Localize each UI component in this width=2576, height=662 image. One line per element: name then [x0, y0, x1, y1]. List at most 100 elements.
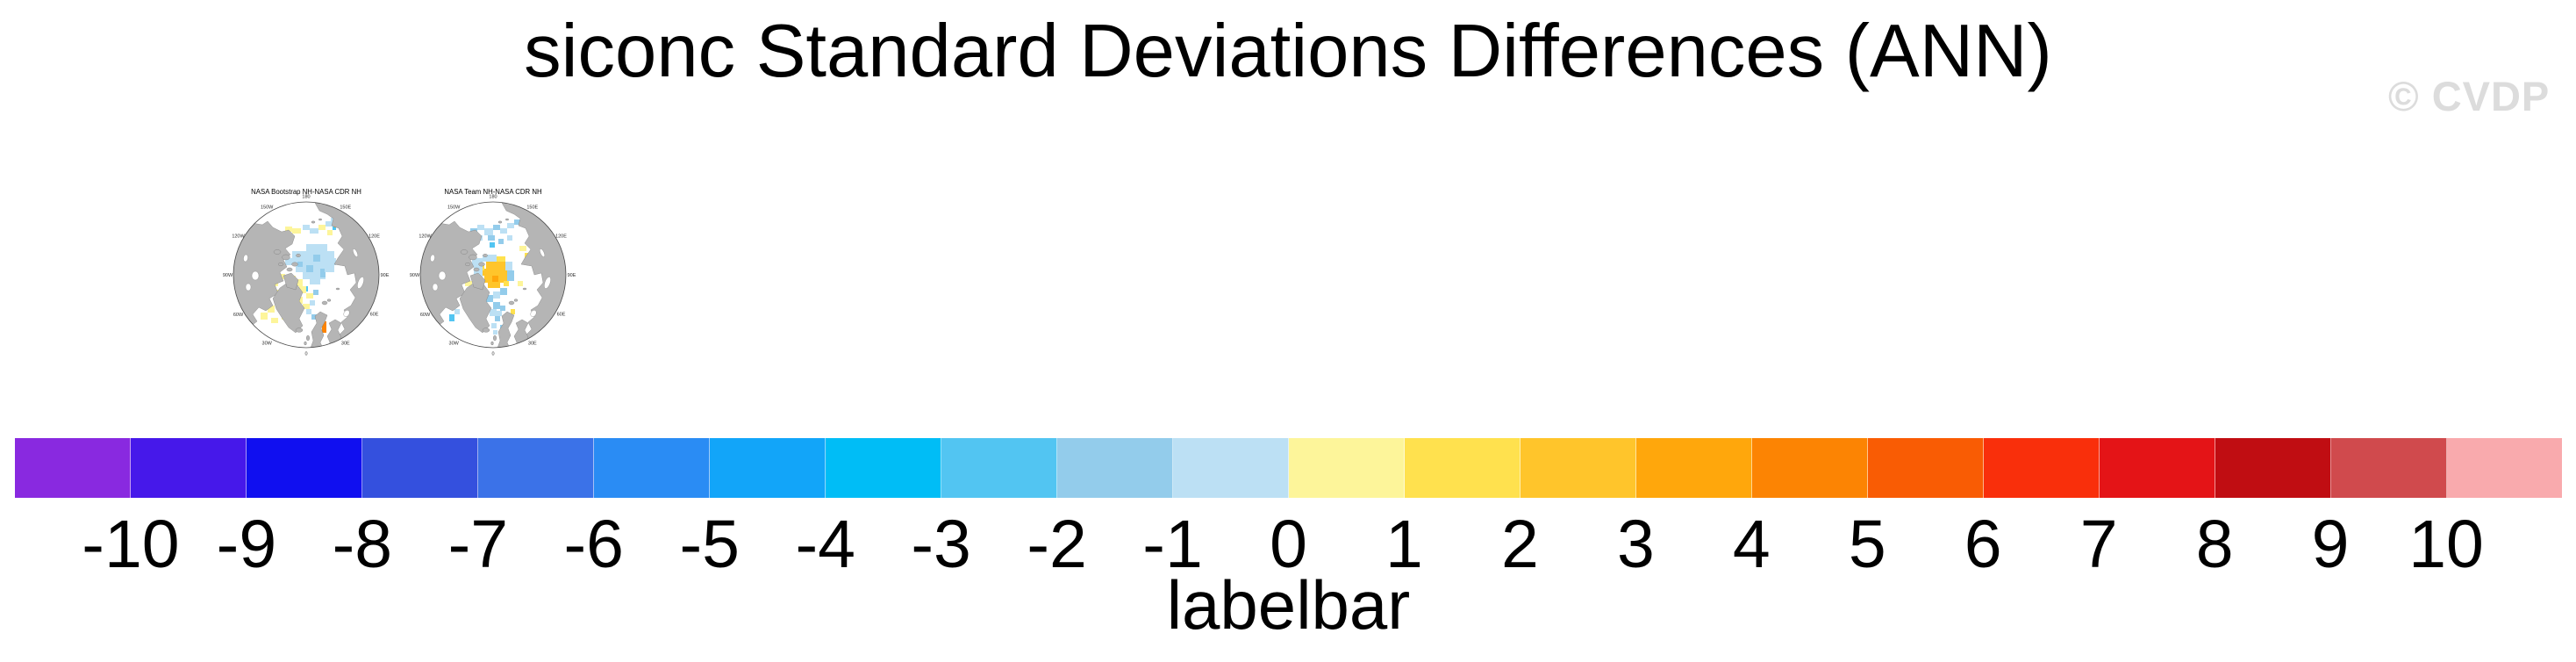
meridian-label-90W: 90W — [410, 273, 420, 278]
difference-cell-paleyellow — [518, 281, 523, 286]
meridian-label-30W: 30W — [262, 342, 273, 347]
colorbar-tick-label: 1 — [1385, 507, 1423, 582]
meridian-label-180: 180 — [489, 195, 497, 200]
difference-cell-paleblue — [310, 279, 320, 284]
meridian-label-60W: 60W — [420, 313, 431, 318]
polar-map-team: NASA Team NH-NASA CDR NH 180 150E 120E 90E 6… — [410, 188, 576, 357]
meridian-label-150W: 150W — [261, 205, 274, 211]
map-boundary-circle — [233, 201, 380, 349]
difference-cell-orange — [492, 276, 498, 282]
meridian-label-120E: 120E — [555, 234, 567, 239]
difference-cell-paleblue — [483, 255, 497, 262]
difference-cell-midblue — [313, 290, 318, 295]
difference-cell-paleblue — [303, 272, 326, 279]
difference-cell-paleblue — [507, 235, 512, 241]
difference-cell-midblue — [313, 255, 320, 262]
colorbar-tick-label: -7 — [447, 507, 509, 582]
difference-cell-skyblue — [333, 227, 336, 230]
colorbar-cell — [1289, 438, 1405, 498]
meridian-label-90E: 90E — [381, 273, 390, 278]
map-boundary-circle — [419, 201, 567, 349]
colorbar-tick-label: 0 — [1270, 507, 1307, 582]
difference-cell-paleyellow — [296, 279, 303, 286]
colorbar-cell — [1173, 438, 1289, 498]
difference-cell-midblue — [486, 295, 493, 302]
colorbar-tick-label: -6 — [563, 507, 624, 582]
difference-cell-paleblue — [303, 225, 310, 230]
meridian-label-60E: 60E — [370, 313, 379, 318]
difference-cell-midblue — [311, 314, 317, 320]
difference-cell-paleyellow — [299, 286, 306, 293]
meridian-label-60E: 60E — [557, 313, 566, 318]
colorbar-cell — [131, 438, 247, 498]
difference-cell-paleblue — [306, 309, 311, 314]
difference-cell-midblue — [320, 269, 325, 273]
colorbar-tick-label: 9 — [2311, 507, 2350, 582]
difference-cell-paleblue — [507, 223, 514, 228]
colorbar-tick-label: 3 — [1616, 507, 1655, 582]
meridian-labels: 180 150E 120E 90E 60E 30E 0 30W 60W 90W 120W 150W — [410, 195, 576, 357]
difference-cell-paleyellow — [268, 306, 275, 313]
meridian-label-120W: 120W — [232, 234, 245, 239]
difference-cell-paleyellow — [292, 228, 301, 234]
meridian-labels: 180 150E 120E 90E 60E 30E 0 30W 60W 90W 120W 150W — [223, 195, 390, 357]
meridian-label-30W: 30W — [449, 342, 460, 347]
difference-cell-yellow — [511, 309, 515, 314]
difference-cell-paleblue — [484, 228, 493, 235]
colorbar-tick-label: -5 — [679, 507, 740, 582]
difference-cell-gold — [483, 269, 507, 276]
map-panel-team: NASA Team NH-NASA CDR NH 180 150E 120E 90E 6… — [409, 177, 584, 367]
difference-cell-midblue — [500, 306, 505, 311]
cvdp-watermark: © CVDP — [2388, 73, 2551, 119]
colorbar-tick-label: 2 — [1500, 507, 1539, 582]
polar-map-bootstrap: NASA Bootstrap NH-NASA CDR NH 180 150E 120… — [223, 188, 390, 357]
difference-cell-midblue — [488, 235, 495, 241]
difference-cell-paleyellow — [261, 313, 268, 320]
difference-cell-deeporange — [322, 321, 326, 333]
colorbar-cell — [2215, 438, 2331, 498]
difference-cell-paleyellow — [327, 230, 333, 235]
difference-cell-skyblue — [490, 242, 495, 248]
meridian-label-30E: 30E — [341, 342, 350, 347]
colorbar-tick-label: 5 — [1848, 507, 1886, 582]
difference-cell-yellow — [504, 281, 509, 286]
difference-cell-paleyellow — [303, 304, 310, 309]
colorbar-cell — [478, 438, 594, 498]
colorbar-cell — [1405, 438, 1521, 498]
meridian-label-120E: 120E — [369, 234, 380, 239]
difference-cell-gold — [488, 283, 500, 288]
colorbar-tick-label: 10 — [2408, 507, 2484, 582]
difference-cell-paleblue — [310, 228, 318, 234]
colorbar-cell — [826, 438, 941, 498]
colorbar-tick-label: -1 — [1142, 507, 1203, 582]
difference-cell-skyblue — [449, 314, 454, 321]
difference-cell-midblue — [507, 270, 514, 281]
colorbar-tick-label: 4 — [1732, 507, 1771, 582]
colorbar-cell — [247, 438, 362, 498]
meridian-label-150E: 150E — [340, 205, 351, 211]
colorbar-cell — [710, 438, 826, 498]
colorbar-cell — [15, 438, 131, 498]
difference-cell-midblue — [493, 225, 500, 230]
colorbar-tick-label: 6 — [1964, 507, 2002, 582]
colorbar-tick-label: -9 — [216, 507, 277, 582]
difference-cell-paleblue — [493, 291, 500, 299]
colorbar-cell — [941, 438, 1057, 498]
difference-cell-paleblue — [310, 300, 315, 306]
meridian-label-120W: 120W — [419, 234, 432, 239]
map-panel-bootstrap: NASA Bootstrap NH-NASA CDR NH 180 150E 120… — [222, 177, 397, 367]
colorbar-cell — [1984, 438, 2100, 498]
difference-cell-midblue — [297, 262, 303, 267]
colorbar — [15, 438, 2562, 498]
figure-title: siconc Standard Deviations Differences (… — [524, 10, 2052, 93]
meridian-label-150E: 150E — [526, 205, 538, 211]
difference-cell-midblue — [495, 316, 500, 321]
difference-cell-paleyellow — [519, 246, 526, 251]
difference-cell-paleblue — [474, 267, 483, 277]
difference-cell-paleblue — [285, 258, 336, 265]
meridian-label-180: 180 — [302, 195, 310, 200]
meridian-label-150W: 150W — [447, 205, 461, 211]
difference-cell-paleblue — [454, 309, 460, 314]
difference-cell-paleblue — [505, 262, 512, 270]
difference-cell-midblue — [320, 272, 326, 277]
